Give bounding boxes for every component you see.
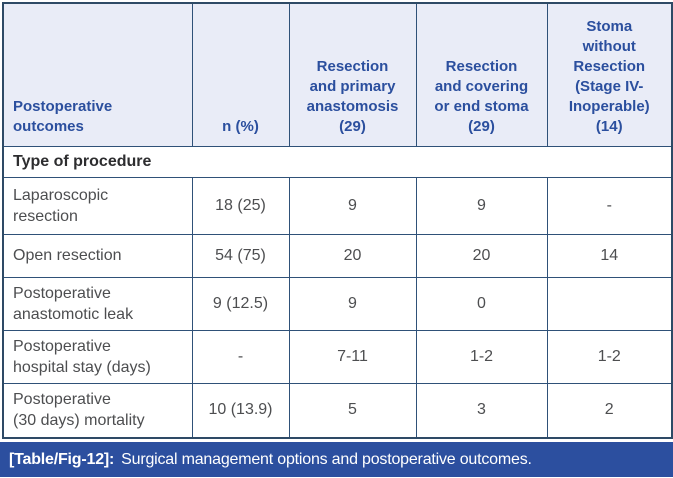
cell-value: - bbox=[546, 176, 673, 235]
column-header-n-percent: n (%) bbox=[191, 2, 290, 147]
cell-value: 0 bbox=[415, 276, 548, 331]
cell-value: 20 bbox=[415, 233, 548, 278]
cell-value: 10 (13.9) bbox=[191, 382, 290, 439]
column-header-postoperative-outcomes: Postoperative outcomes bbox=[2, 2, 193, 147]
postoperative-outcomes-table: Postoperative outcomes n (%) Resection a… bbox=[2, 2, 673, 439]
cell-value: 9 (12.5) bbox=[191, 276, 290, 331]
cell-value: - bbox=[191, 329, 290, 384]
table-row: Postoperative anastomotic leak 9 (12.5) … bbox=[2, 276, 673, 331]
cell-value: 18 (25) bbox=[191, 176, 290, 235]
section-header-type-of-procedure: Type of procedure bbox=[2, 145, 673, 178]
cell-value: 1-2 bbox=[546, 329, 673, 384]
column-header-resection-covering-end-stoma: Resection and covering or end stoma (29) bbox=[415, 2, 548, 147]
cell-value: 14 bbox=[546, 233, 673, 278]
cell-value: 20 bbox=[288, 233, 417, 278]
figure-caption-text: Surgical management options and postoper… bbox=[121, 450, 532, 468]
figure-caption-bar: [Table/Fig-12]: Surgical management opti… bbox=[0, 442, 673, 477]
column-header-resection-primary-anastomosis: Resection and primary anastomosis (29) bbox=[288, 2, 417, 147]
section-row: Type of procedure bbox=[2, 145, 673, 178]
header-row: Postoperative outcomes n (%) Resection a… bbox=[2, 2, 673, 147]
table-row: Postoperative (30 days) mortality 10 (13… bbox=[2, 382, 673, 439]
figure-caption-tag: [Table/Fig-12]: bbox=[9, 450, 115, 468]
cell-value: 5 bbox=[288, 382, 417, 439]
row-label-laparoscopic-resection: Laparoscopic resection bbox=[2, 176, 193, 235]
cell-value: 9 bbox=[415, 176, 548, 235]
row-label-postoperative-30-days-mortality: Postoperative (30 days) mortality bbox=[2, 382, 193, 439]
cell-value: 9 bbox=[288, 176, 417, 235]
cell-value: 3 bbox=[415, 382, 548, 439]
table-row: Laparoscopic resection 18 (25) 9 9 - bbox=[2, 176, 673, 235]
column-header-stoma-without-resection: Stoma without Resection (Stage IV- Inope… bbox=[546, 2, 673, 147]
table-row: Postoperative hospital stay (days) - 7-1… bbox=[2, 329, 673, 384]
row-label-postoperative-hospital-stay: Postoperative hospital stay (days) bbox=[2, 329, 193, 384]
row-label-open-resection: Open resection bbox=[2, 233, 193, 278]
row-label-postoperative-anastomotic-leak: Postoperative anastomotic leak bbox=[2, 276, 193, 331]
cell-value: 9 bbox=[288, 276, 417, 331]
cell-value-empty bbox=[546, 276, 673, 331]
cell-value: 2 bbox=[546, 382, 673, 439]
cell-value: 54 (75) bbox=[191, 233, 290, 278]
cell-value: 1-2 bbox=[415, 329, 548, 384]
table-row: Open resection 54 (75) 20 20 14 bbox=[2, 233, 673, 278]
cell-value: 7-11 bbox=[288, 329, 417, 384]
